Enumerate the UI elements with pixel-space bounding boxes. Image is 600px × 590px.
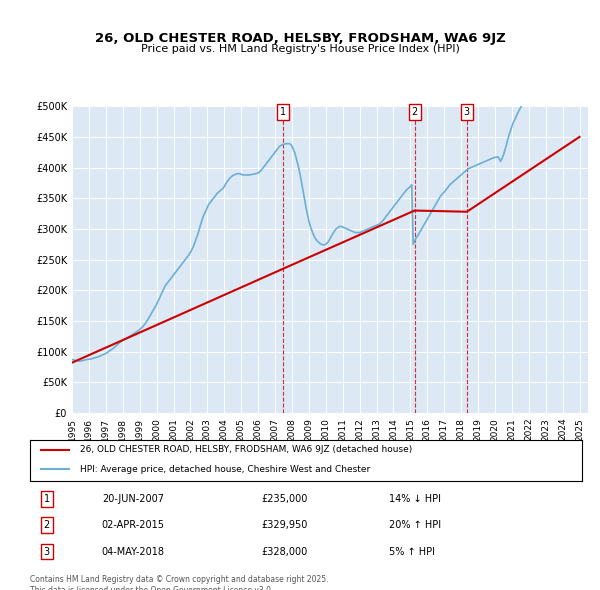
Text: 2: 2 — [43, 520, 50, 530]
Text: 3: 3 — [464, 107, 470, 117]
Text: 04-MAY-2018: 04-MAY-2018 — [102, 546, 165, 556]
Text: Contains HM Land Registry data © Crown copyright and database right 2025.
This d: Contains HM Land Registry data © Crown c… — [30, 575, 329, 590]
Text: 1: 1 — [280, 107, 286, 117]
Text: £235,000: £235,000 — [262, 494, 308, 504]
Text: 3: 3 — [43, 546, 50, 556]
Text: 2: 2 — [412, 107, 418, 117]
Text: HPI: Average price, detached house, Cheshire West and Chester: HPI: Average price, detached house, Ches… — [80, 465, 370, 474]
Text: 02-APR-2015: 02-APR-2015 — [102, 520, 165, 530]
Text: 26, OLD CHESTER ROAD, HELSBY, FRODSHAM, WA6 9JZ (detached house): 26, OLD CHESTER ROAD, HELSBY, FRODSHAM, … — [80, 445, 412, 454]
Text: 1: 1 — [43, 494, 50, 504]
Text: £328,000: £328,000 — [262, 546, 308, 556]
Text: £329,950: £329,950 — [262, 520, 308, 530]
Text: 14% ↓ HPI: 14% ↓ HPI — [389, 494, 441, 504]
Text: Price paid vs. HM Land Registry's House Price Index (HPI): Price paid vs. HM Land Registry's House … — [140, 44, 460, 54]
Text: 26, OLD CHESTER ROAD, HELSBY, FRODSHAM, WA6 9JZ: 26, OLD CHESTER ROAD, HELSBY, FRODSHAM, … — [95, 32, 505, 45]
Text: 20% ↑ HPI: 20% ↑ HPI — [389, 520, 441, 530]
Text: 5% ↑ HPI: 5% ↑ HPI — [389, 546, 435, 556]
Text: 20-JUN-2007: 20-JUN-2007 — [102, 494, 164, 504]
